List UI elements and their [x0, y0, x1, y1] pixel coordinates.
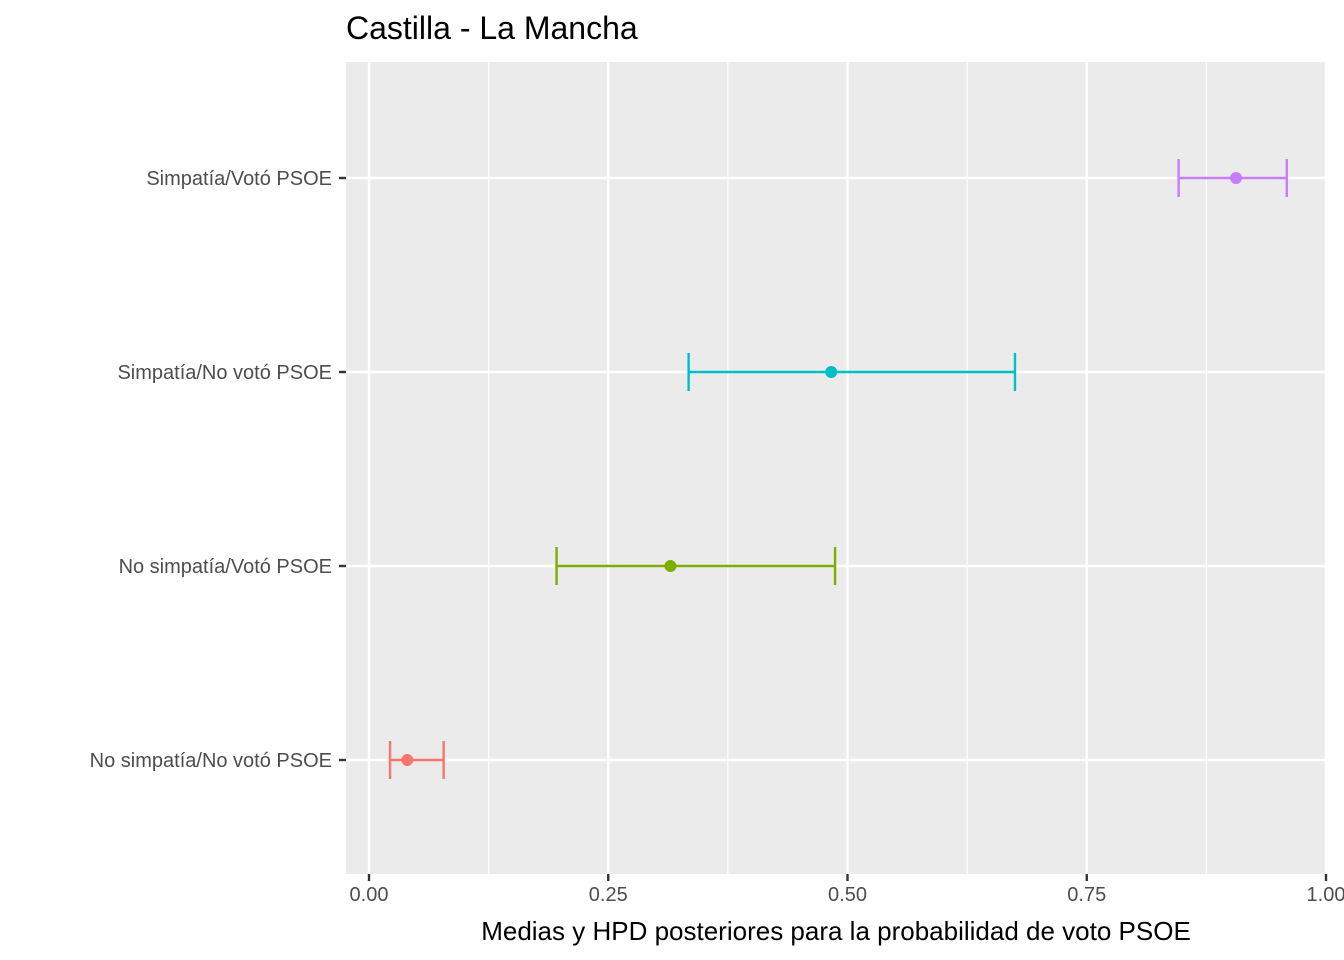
errorbar-group: [388, 741, 445, 779]
y-tick-label: No simpatía/Votó PSOE: [119, 556, 332, 578]
x-axis-title: Medias y HPD posteriores para la probabi…: [481, 916, 1191, 946]
errorbar-group: [687, 353, 1017, 391]
mean-point: [401, 754, 414, 766]
errorbar-group: [1177, 159, 1288, 197]
x-tick-label: 0.50: [828, 884, 867, 906]
panel-background: [346, 62, 1326, 874]
y-tick-label: No simpatía/No votó PSOE: [90, 750, 332, 772]
errorbar-group: [555, 547, 837, 585]
y-tick-label: Simpatía/Votó PSOE: [146, 168, 332, 190]
x-tick-label: 0.75: [1067, 884, 1106, 906]
mean-point: [1230, 172, 1243, 184]
minor-gridlines: [488, 62, 1207, 874]
y-tick-label: Simpatía/No votó PSOE: [117, 362, 332, 384]
x-tick-label: 1.00: [1307, 884, 1344, 906]
chart-title: Castilla - La Mancha: [346, 10, 638, 46]
mean-point: [664, 560, 677, 572]
y-axis: No simpatía/No votó PSOE No simpatía/Votó…: [90, 168, 346, 772]
errorbar-marks: [388, 159, 1288, 779]
x-tick-label: 0.00: [350, 884, 389, 906]
x-tick-label: 0.25: [589, 884, 628, 906]
x-axis: 0.00 0.25 0.50 0.75 1.00: [350, 874, 1344, 906]
mean-point: [825, 366, 838, 378]
